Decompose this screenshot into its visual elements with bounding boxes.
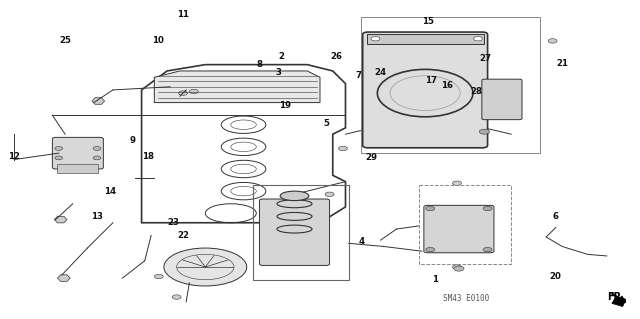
Text: 27: 27 xyxy=(479,54,492,63)
Circle shape xyxy=(454,266,464,271)
FancyBboxPatch shape xyxy=(58,164,99,173)
Circle shape xyxy=(172,295,181,299)
Circle shape xyxy=(426,206,435,211)
Circle shape xyxy=(371,36,380,41)
Circle shape xyxy=(483,248,492,252)
Ellipse shape xyxy=(280,191,309,201)
Circle shape xyxy=(548,39,557,43)
Text: 22: 22 xyxy=(177,231,189,240)
Polygon shape xyxy=(154,71,320,103)
Circle shape xyxy=(452,181,461,185)
Text: 3: 3 xyxy=(276,68,282,77)
Text: 23: 23 xyxy=(168,218,179,227)
Text: 15: 15 xyxy=(422,18,435,26)
Text: SM43 E0100: SM43 E0100 xyxy=(444,294,490,303)
Circle shape xyxy=(154,274,163,279)
FancyBboxPatch shape xyxy=(367,33,484,44)
Text: 8: 8 xyxy=(257,60,262,69)
Ellipse shape xyxy=(164,248,246,286)
Circle shape xyxy=(452,265,461,269)
FancyBboxPatch shape xyxy=(363,32,488,148)
Circle shape xyxy=(325,192,334,197)
Text: 24: 24 xyxy=(374,68,387,77)
Text: 4: 4 xyxy=(358,237,365,246)
Text: 9: 9 xyxy=(129,136,135,145)
Circle shape xyxy=(483,206,492,211)
Text: 28: 28 xyxy=(470,87,482,96)
Circle shape xyxy=(55,146,63,150)
Text: 13: 13 xyxy=(91,212,103,221)
Text: 21: 21 xyxy=(556,59,568,68)
Text: FR.: FR. xyxy=(607,292,625,302)
Text: 7: 7 xyxy=(355,71,362,80)
Text: 26: 26 xyxy=(330,52,342,61)
Text: 19: 19 xyxy=(279,101,291,110)
FancyBboxPatch shape xyxy=(259,199,330,265)
Text: 14: 14 xyxy=(104,187,116,196)
Text: 29: 29 xyxy=(365,153,377,162)
Text: 12: 12 xyxy=(8,152,20,161)
Polygon shape xyxy=(54,216,67,223)
Polygon shape xyxy=(58,275,70,281)
Text: 16: 16 xyxy=(442,81,454,90)
Polygon shape xyxy=(92,98,104,104)
Circle shape xyxy=(479,129,490,134)
Text: 11: 11 xyxy=(177,10,189,19)
Text: 5: 5 xyxy=(323,119,330,128)
Text: 25: 25 xyxy=(59,36,71,45)
Circle shape xyxy=(426,248,435,252)
Text: 18: 18 xyxy=(142,152,154,161)
Circle shape xyxy=(474,36,483,41)
Polygon shape xyxy=(612,296,626,307)
FancyBboxPatch shape xyxy=(424,205,494,253)
Text: 10: 10 xyxy=(152,36,163,45)
Circle shape xyxy=(189,89,198,94)
Text: 20: 20 xyxy=(550,272,562,281)
Circle shape xyxy=(93,146,100,150)
FancyBboxPatch shape xyxy=(52,137,103,169)
Text: 2: 2 xyxy=(279,52,285,61)
FancyBboxPatch shape xyxy=(482,79,522,120)
Text: 6: 6 xyxy=(553,212,559,221)
Text: 17: 17 xyxy=(426,76,438,85)
Circle shape xyxy=(339,146,348,151)
Text: 1: 1 xyxy=(432,275,438,284)
Circle shape xyxy=(179,91,188,95)
Circle shape xyxy=(55,156,63,160)
Circle shape xyxy=(93,156,100,160)
